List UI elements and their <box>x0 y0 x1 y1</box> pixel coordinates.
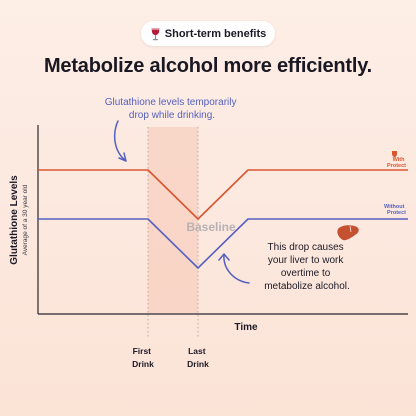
liver-icon <box>337 225 359 241</box>
drinking-period-band <box>148 127 198 313</box>
bottom-callout-arrow <box>223 254 250 284</box>
y-axis-title: Glutathione Levels <box>9 175 20 265</box>
series-with-protect-line <box>38 169 408 220</box>
without-protect-legend: Without Protect <box>384 204 406 216</box>
y-axis-subtitle: Average of a 30 year old <box>22 184 29 255</box>
badge-label: Short-term benefits <box>164 27 267 40</box>
section-badge: Short-term benefits <box>141 21 275 46</box>
page-title: Metabolize alcohol more efficiently. <box>43 55 373 77</box>
top-callout-arrow <box>113 120 126 161</box>
top-callout-arrowhead <box>118 152 127 162</box>
svg-text:With Protect: With Protect <box>387 157 406 169</box>
series-without-protect-line <box>38 218 408 269</box>
wine-glass-icon <box>151 27 160 40</box>
svg-text:Without Protect: Without Protect <box>384 204 406 216</box>
with-protect-legend: With Protect <box>387 151 406 169</box>
shield-icon <box>392 151 397 158</box>
bottom-callout-arrowhead <box>218 253 230 261</box>
bottom-callout: This drop causes your liver to work over… <box>264 242 350 292</box>
last-drink-label: Last Drink <box>187 346 209 369</box>
first-drink-label: First Drink <box>132 346 154 369</box>
x-axis-title: Time <box>234 322 258 333</box>
top-callout: Glutathione levels temporarily drop whil… <box>105 97 240 121</box>
baseline-label: Baseline <box>186 220 236 234</box>
